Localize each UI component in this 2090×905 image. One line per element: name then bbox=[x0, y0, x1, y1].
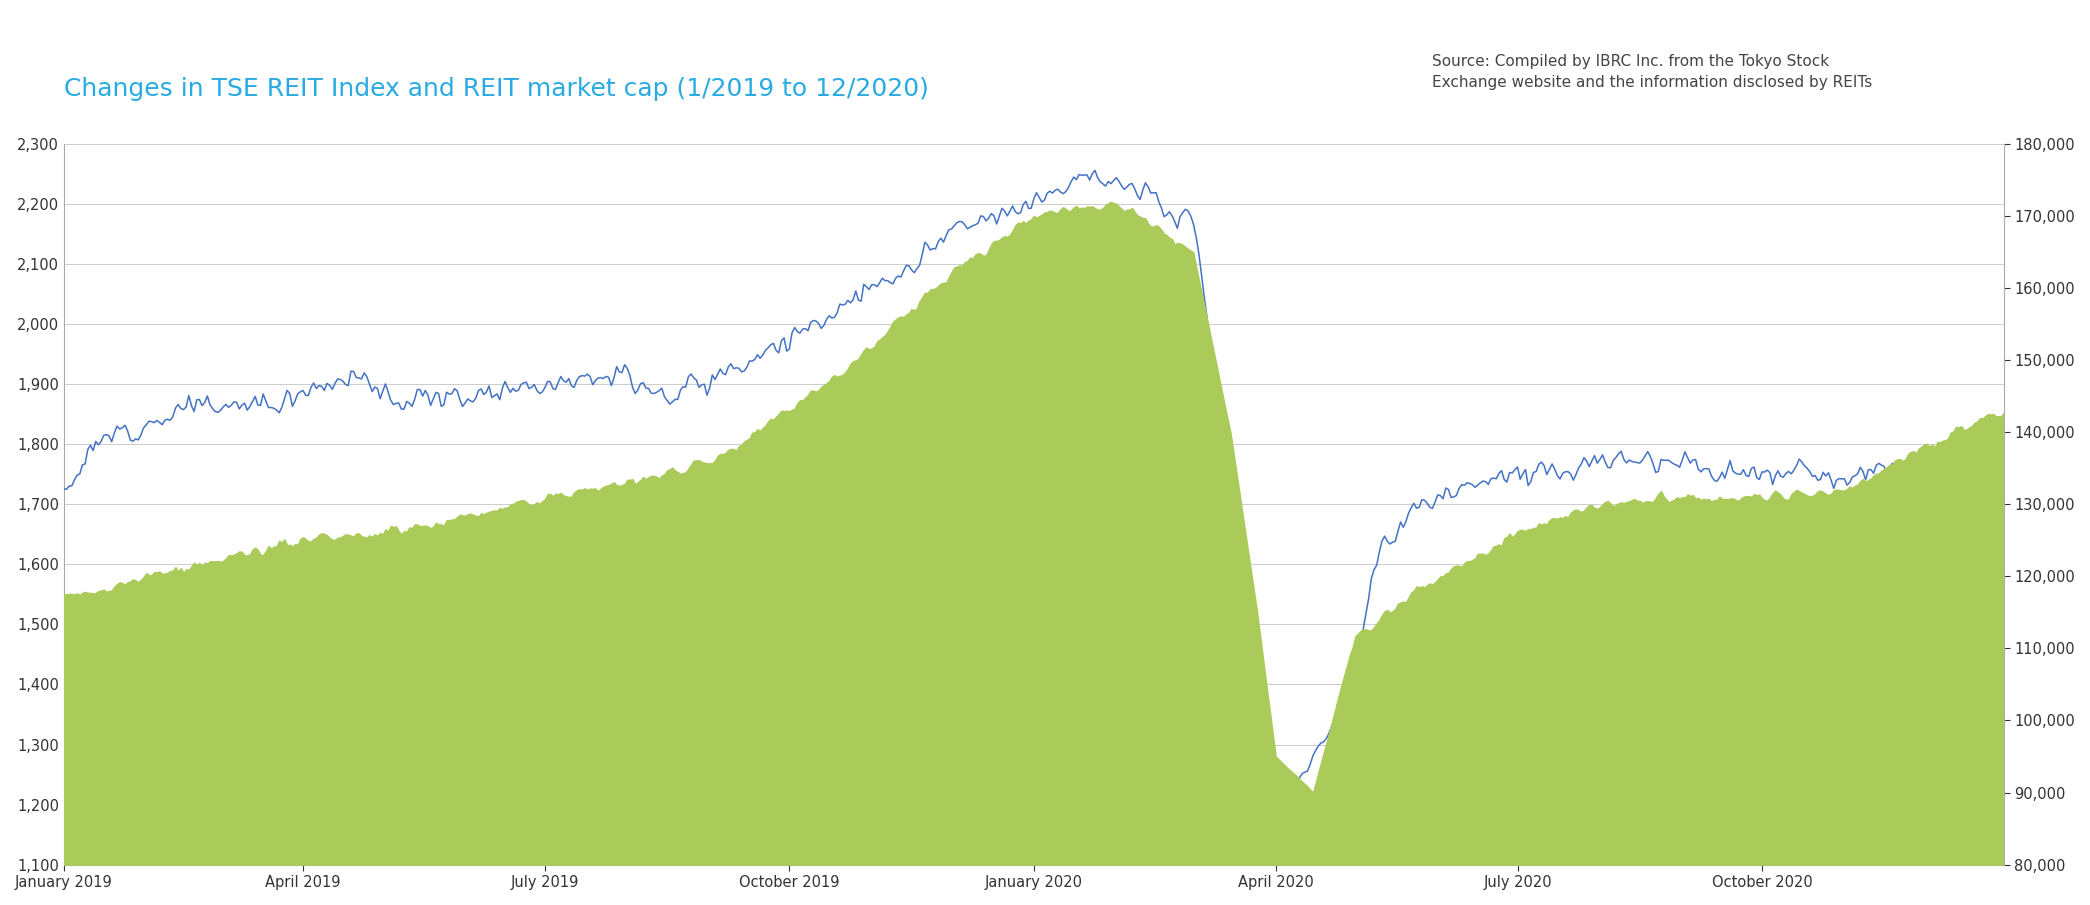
Text: Changes in TSE REIT Index and REIT market cap (1/2019 to 12/2020): Changes in TSE REIT Index and REIT marke… bbox=[65, 77, 928, 101]
Legend: REIT market cap (Hundred million yen)
(Right-hand scale), TSE REIT Index (Left-h: REIT market cap (Hundred million yen) (R… bbox=[148, 681, 525, 770]
Text: Source: Compiled by IBRC Inc. from the Tokyo Stock
Exchange website and the info: Source: Compiled by IBRC Inc. from the T… bbox=[1432, 54, 1873, 90]
